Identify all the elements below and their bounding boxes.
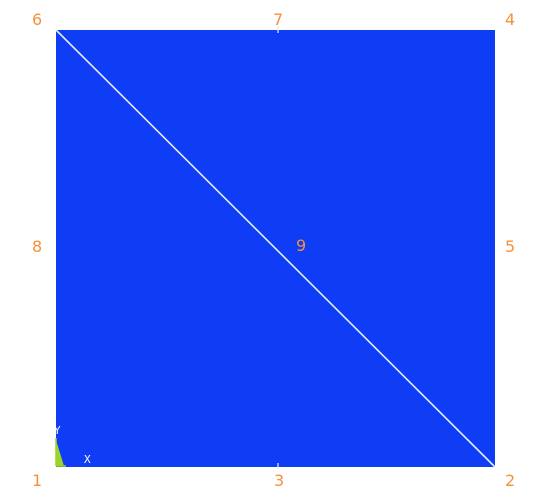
node-label-2: 2: [505, 471, 515, 490]
node-label-8: 8: [32, 237, 42, 256]
node-label-5: 5: [505, 237, 515, 256]
mesh-diagonal-edge: [55, 29, 496, 468]
node-labels: 1 2 3 4 5 6 7 8 9: [32, 10, 515, 490]
triad-x-label: X: [84, 453, 91, 466]
coordinate-triad: Y X: [54, 424, 91, 467]
node-label-6: 6: [32, 10, 42, 29]
node-label-9: 9: [296, 236, 306, 255]
node-label-7: 7: [273, 10, 283, 29]
triad-arrow-icon: [56, 440, 64, 466]
node-label-4: 4: [505, 10, 515, 29]
node-label-1: 1: [32, 471, 42, 490]
triad-y-label: Y: [54, 424, 61, 437]
node-label-3: 3: [274, 471, 284, 490]
